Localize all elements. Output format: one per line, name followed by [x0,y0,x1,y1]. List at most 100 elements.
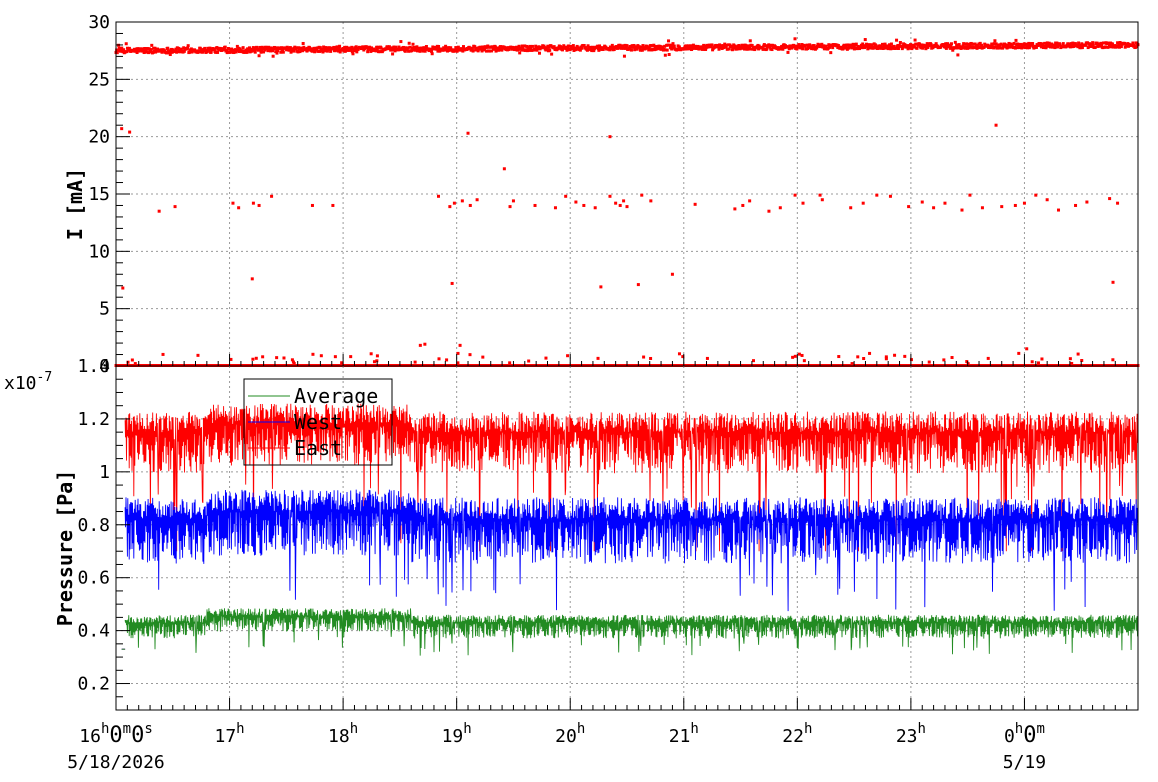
current-point [693,202,697,206]
current-point [157,209,161,213]
current-point [259,50,263,54]
current-point [926,45,930,49]
time-axis-tick-labels: 16h0m0s 17h 18h 19h 20h 21h 22h 23h 0h0m5/18/202… [67,721,1046,773]
current-point [1050,42,1054,46]
current-point [677,352,681,356]
current-point [508,205,512,209]
current-point [1091,44,1095,48]
current-point [1110,42,1114,46]
current-point [421,49,425,53]
current-point [1102,41,1106,45]
current-point [587,47,591,51]
current-point [763,44,767,48]
current-point [882,45,886,49]
current-point [301,49,305,53]
current-point [704,47,708,51]
current-point [251,201,255,205]
time-tick-unit: h [350,721,358,737]
current-point [257,203,261,207]
current-point [691,43,695,47]
current-point [663,44,667,48]
current-point [1014,38,1018,42]
current-point [625,44,629,48]
current-point [196,353,200,357]
legend-label-east: East [294,436,342,460]
current-point [375,354,379,358]
current-point [608,48,612,52]
date-label: 5/18/2026 [67,752,165,773]
current-point [741,203,745,207]
current-point [436,49,440,53]
current-point [418,49,422,53]
current-point [562,44,566,48]
current-point [898,41,902,45]
current-point [949,42,953,46]
current-point [122,48,126,52]
current-point [896,47,900,51]
current-point [909,43,913,47]
current-point [888,194,892,198]
current-point [521,45,525,49]
current-point [907,205,911,209]
current-point [392,45,396,49]
series-line-average [121,608,1139,656]
current-point [608,194,612,198]
current-point [535,48,539,52]
current-point [1084,43,1088,47]
current-point [274,46,278,50]
current-point [696,44,700,48]
current-point [186,44,190,48]
time-tick-minutes: 0 [1023,723,1036,748]
current-point [1088,44,1092,48]
current-point [214,50,218,54]
current-point [534,44,538,48]
current-point [801,47,805,51]
current-point [818,193,822,197]
current-point [491,45,495,49]
current-point [160,50,164,54]
current-point [418,343,422,347]
current-point [294,46,298,50]
current-point [815,46,819,50]
current-point [564,194,568,198]
current-point [578,48,582,52]
time-tick-label: 23h [896,721,926,747]
current-point [944,46,948,50]
current-point [795,47,799,51]
current-point [869,46,873,50]
current-point [1055,41,1059,45]
pressure-y-tick-labels: 0.2 0.4 0.6 0.8 1 1.2 1.4 [77,356,110,695]
current-point [454,46,458,50]
current-point [438,49,442,53]
current-point [988,46,992,50]
current-point [544,356,548,360]
current-point [571,44,575,48]
current-point [615,46,619,50]
current-point [494,49,498,53]
current-point [182,46,186,50]
current-point [306,48,310,52]
current-point [177,46,181,50]
current-point [585,48,589,52]
current-point [289,50,293,54]
current-point [786,50,790,54]
current-point [423,49,427,53]
current-point [1001,46,1005,50]
current-point [533,48,537,52]
current-point [547,45,551,49]
current-point [850,362,854,366]
current-point [314,48,318,52]
current-point [519,46,523,50]
current-point [362,48,366,52]
current-points [114,37,1140,367]
current-point [270,194,274,198]
current-point [252,47,256,51]
current-point [628,45,632,49]
current-point [350,45,354,49]
current-point [349,355,353,359]
current-point [994,42,998,46]
current-point [430,52,434,56]
current-point [258,45,262,49]
current-point [338,44,342,48]
current-point [747,47,751,51]
